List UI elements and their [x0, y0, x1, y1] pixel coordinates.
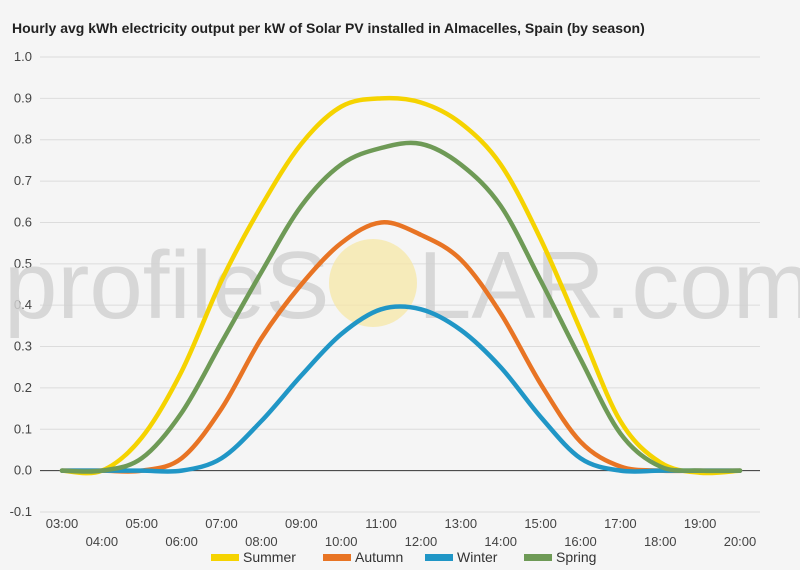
series-line-winter: [59, 304, 743, 474]
x-tick-label: 09:00: [285, 516, 318, 531]
x-tick-label: 15:00: [524, 516, 557, 531]
x-tick-label: 06:00: [165, 534, 198, 549]
x-tick-label: 19:00: [684, 516, 717, 531]
legend-swatch-autumn: [323, 554, 351, 561]
legend: Summer Autumn Winter Spring: [211, 549, 596, 565]
y-tick-label: -0.1: [10, 504, 32, 519]
series-line-autumn: [59, 220, 743, 474]
x-tick-label: 03:00: [46, 516, 79, 531]
legend-swatch-winter: [425, 554, 453, 561]
x-tick-label: 14:00: [484, 534, 517, 549]
x-tick-label: 20:00: [724, 534, 757, 549]
legend-swatch-summer: [211, 554, 239, 561]
x-tick-label: 17:00: [604, 516, 637, 531]
y-tick-label: 0.9: [14, 90, 32, 105]
y-tick-label: 0.4: [14, 297, 32, 312]
y-tick-label: 1.0: [14, 49, 32, 64]
y-tick-label: 0.7: [14, 173, 32, 188]
legend-label-spring: Spring: [556, 549, 596, 565]
x-tick-label: 07:00: [205, 516, 238, 531]
legend-swatch-spring: [524, 554, 552, 561]
x-tick-label: 05:00: [125, 516, 158, 531]
watermark-text-left: profileS: [4, 232, 330, 339]
series-layer: [59, 95, 743, 476]
x-tick-label: 13:00: [445, 516, 478, 531]
y-tick-label: 0.8: [14, 132, 32, 147]
series-line-summer: [59, 95, 743, 476]
y-tick-label: 0.5: [14, 256, 32, 271]
x-tick-label: 10:00: [325, 534, 358, 549]
x-axis: 03:00 04:00 05:00 06:00 07:00 08:00 09:00 10:00…: [46, 516, 757, 549]
series-line-spring: [59, 140, 743, 474]
y-tick-label: 0.3: [14, 339, 32, 354]
x-tick-label: 08:00: [245, 534, 278, 549]
y-tick-label: 0.6: [14, 214, 32, 229]
y-tick-label: 0.2: [14, 380, 32, 395]
y-tick-label: 0.1: [14, 421, 32, 436]
y-axis: -0.1 0.0 0.1 0.2 0.3 0.4 0.5 0.6 0.7 0.8 0.9 1.0: [10, 49, 32, 519]
x-tick-label: 11:00: [365, 516, 397, 531]
x-tick-label: 18:00: [644, 534, 677, 549]
legend-label-summer: Summer: [243, 549, 296, 565]
chart-title: Hourly avg kWh electricity output per kW…: [12, 20, 645, 36]
x-tick-label: 04:00: [86, 534, 119, 549]
x-tick-label: 12:00: [405, 534, 438, 549]
y-tick-label: 0.0: [14, 463, 32, 478]
watermark: profileS LAR.com: [4, 232, 800, 339]
watermark-text-right: LAR.com: [418, 232, 800, 339]
x-tick-label: 16:00: [564, 534, 597, 549]
legend-label-autumn: Autumn: [355, 549, 403, 565]
legend-label-winter: Winter: [457, 549, 498, 565]
